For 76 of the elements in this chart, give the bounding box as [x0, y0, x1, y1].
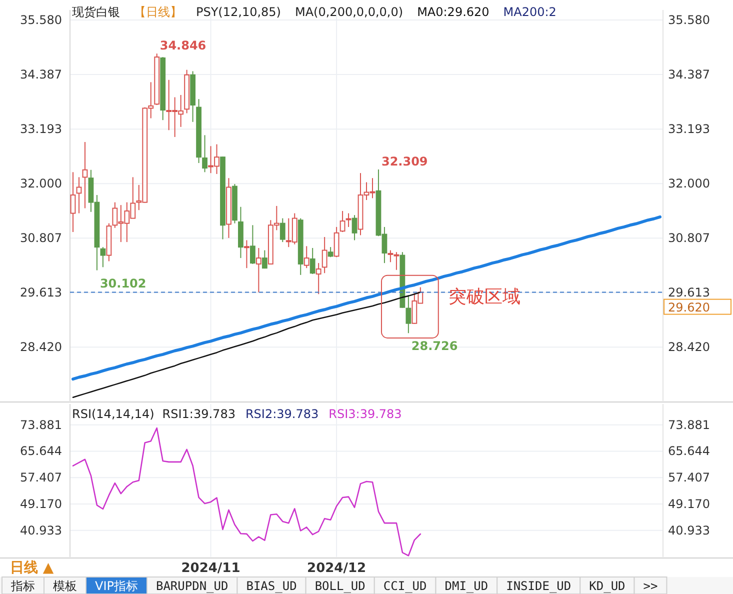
y-tick-label: 49.170	[20, 496, 62, 511]
candlestick	[256, 247, 262, 293]
x-tick-label: 2024/11	[181, 561, 240, 576]
x-tick-label: 2024/12	[307, 561, 366, 576]
text: >>	[643, 579, 658, 593]
annotation: 32.309	[381, 154, 428, 168]
text: KD_UD	[589, 579, 626, 593]
candlestick	[316, 262, 322, 295]
annotation: MA200:2	[503, 5, 556, 19]
y-tick-label: 40.933	[20, 523, 62, 538]
candlestick	[310, 247, 316, 275]
y-tick-label: 65.644	[20, 444, 62, 458]
y-tick-label: 32.000	[20, 176, 62, 191]
y2-tick-label: 29.613	[668, 286, 710, 300]
y2-tick-label: 33.193	[668, 122, 710, 136]
annotation: 突破区域	[448, 286, 520, 308]
candlestick	[322, 236, 328, 274]
line-series	[72, 427, 422, 556]
text: VIP指标	[95, 579, 138, 593]
text: BOLL_UD	[314, 579, 366, 593]
candlestick	[340, 210, 346, 232]
candlestick	[100, 246, 106, 268]
candlestick	[70, 172, 76, 232]
annotation: PSY(12,10,85)	[196, 5, 281, 19]
candlestick	[346, 212, 352, 228]
y2-tick-label: 40.933	[668, 523, 710, 538]
text: 日线 ▲	[10, 560, 54, 576]
candlestick	[334, 226, 340, 258]
y-tick-label: 73.881	[20, 418, 62, 432]
candlestick	[262, 250, 268, 270]
y-tick-label: 57.407	[20, 470, 62, 485]
candlestick	[82, 142, 88, 209]
line-series	[71, 215, 662, 381]
annotation: 28.726	[411, 339, 458, 354]
y2-tick-label: 30.807	[668, 231, 710, 246]
y2-tick-label: 73.881	[668, 418, 710, 432]
annotation: 30.102	[100, 276, 146, 290]
y2-tick-label: 32.000	[668, 176, 710, 191]
text: DMI_UD	[444, 579, 488, 593]
chart-subtitle: 【日线】	[134, 5, 182, 19]
candlestick	[406, 294, 412, 334]
y2-tick-label: 28.420	[668, 340, 710, 354]
chart-title: RSI(14,14,14)	[72, 407, 154, 421]
y-tick-label: 29.613	[20, 286, 62, 300]
text: BIAS_UD	[246, 579, 297, 593]
text: RSI3:39.783	[328, 407, 402, 421]
y2-tick-label: 35.580	[668, 13, 710, 28]
candlestick	[202, 134, 208, 173]
text: INSIDE_UD	[506, 579, 572, 593]
y-tick-label: 34.387	[20, 68, 62, 82]
candlestick	[352, 214, 358, 241]
annotation: 34.846	[160, 38, 206, 53]
candlestick	[250, 224, 256, 264]
text: BARUPDN_UD	[156, 579, 228, 593]
y2-tick-label: 65.644	[668, 444, 710, 458]
ref-line-label: 29.620	[668, 300, 710, 314]
candlestick	[304, 246, 310, 269]
text: CCI_UD	[383, 579, 427, 593]
text: 模板	[53, 579, 77, 593]
legend-label: RSI1:39.783	[162, 407, 236, 421]
y-tick-label: 33.193	[20, 122, 62, 136]
y2-tick-label: 57.407	[668, 470, 710, 485]
y-tick-label: 35.580	[20, 13, 62, 28]
y-tick-label: 28.420	[20, 340, 62, 354]
y2-tick-label: 49.170	[668, 496, 710, 511]
text: 指标	[10, 579, 35, 593]
annotation: MA(0,200,0,0,0,0)	[294, 5, 404, 19]
candlestick	[244, 240, 250, 269]
candlestick	[328, 246, 334, 258]
y-tick-label: 30.807	[20, 231, 62, 246]
y2-tick-label: 34.387	[668, 68, 710, 82]
candlestick	[76, 176, 82, 214]
chart-title: 现货白银	[72, 5, 120, 19]
candlestick	[280, 218, 286, 243]
text: MA0:29.620	[417, 5, 490, 19]
legend-label: RSI2:39.783	[245, 407, 319, 421]
